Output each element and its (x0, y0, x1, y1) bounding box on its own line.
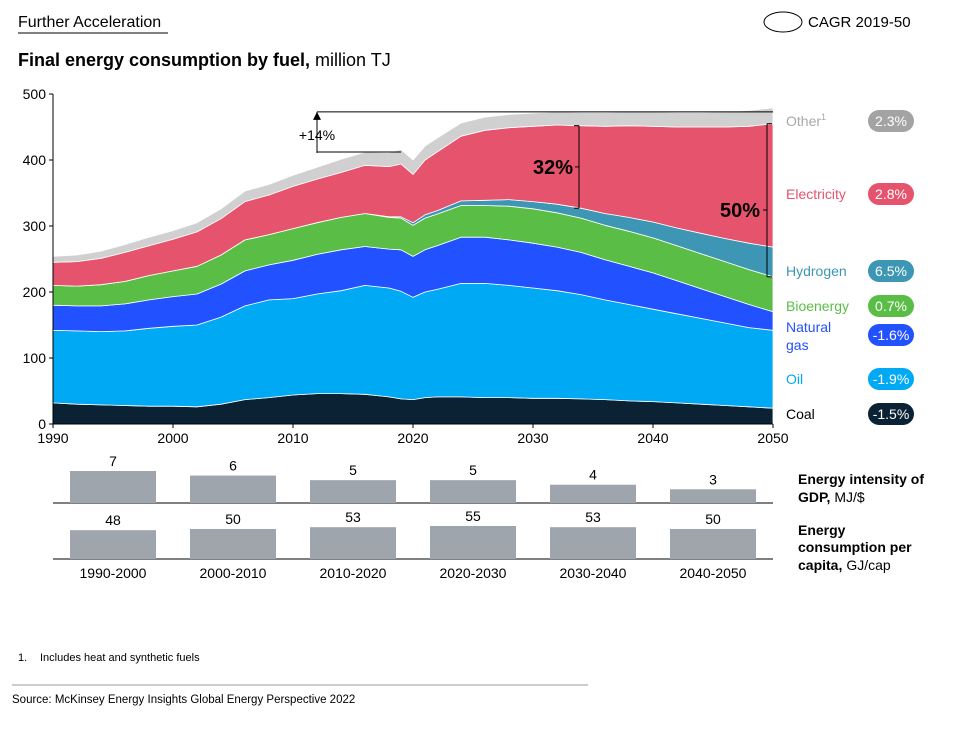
per-capita-value: 50 (225, 511, 241, 527)
cagr-legend-icon (763, 11, 803, 33)
chart-title-unit: million TJ (315, 50, 391, 70)
y-tick-label: 200 (23, 284, 47, 300)
legend-label-natural-gas-line2: gas (786, 337, 809, 353)
x-axis: 1990 2000 2010 2020 2030 2040 2050 (37, 423, 789, 446)
period-label: 1990-2000 (80, 565, 147, 581)
per-capita-label-bold: capita, (798, 557, 842, 573)
series-legend: Coal -1.5% Oil -1.9% Natural gas -1.6% Bioenerg… (786, 110, 914, 425)
intensity-value: 5 (469, 462, 477, 478)
cagr-value-bioenergy: 0.7% (875, 298, 907, 314)
legend-label-other: Other1 (786, 112, 826, 129)
per-capita-label-line2: consumption per (798, 539, 912, 555)
cagr-badge-other (868, 110, 914, 132)
cagr-value-coal: -1.5% (873, 406, 910, 422)
per-capita-bar (550, 527, 636, 559)
legend-label-bioenergy: Bioenergy (786, 298, 849, 314)
cagr-value-hydrogen: 6.5% (875, 263, 907, 279)
period-label: 2010-2020 (320, 565, 387, 581)
cagr-badge-natural-gas (868, 324, 914, 346)
cagr-value-oil: -1.9% (873, 371, 910, 387)
intensity-value: 4 (589, 467, 597, 483)
x-tick-label: 2040 (637, 430, 668, 446)
intensity-bar (70, 471, 156, 503)
x-tick-label: 1990 (37, 430, 68, 446)
per-capita-value: 53 (345, 509, 361, 525)
area-other (52, 107, 774, 263)
intensity-value: 7 (109, 453, 117, 469)
intensity-bar (430, 480, 516, 503)
growth-arrowhead (313, 111, 321, 120)
per-capita-value: 48 (105, 512, 121, 528)
per-capita-label-line3: capita, GJ/cap (798, 557, 891, 573)
per-capita-bar (190, 529, 276, 559)
cagr-legend-label: CAGR 2019-50 (808, 14, 911, 31)
y-tick-label: 400 (23, 152, 47, 168)
legend-label-hydrogen: Hydrogen (786, 263, 847, 279)
footnote-number: 1. (18, 652, 27, 664)
per-capita-bar (670, 529, 756, 559)
y-tick-label: 500 (23, 86, 47, 102)
cagr-badge-electricity (868, 183, 914, 205)
cagr-badge-oil (868, 368, 914, 390)
per-capita-bar (430, 526, 516, 559)
chart-title: Final energy consumption by fuel, million… (18, 50, 391, 70)
stacked-area-plot (52, 107, 774, 425)
intensity-bar (670, 489, 756, 503)
growth-label: +14% (299, 127, 335, 143)
cagr-badge-hydrogen (868, 260, 914, 282)
period-label: 2030-2040 (560, 565, 627, 581)
per-capita-bar (70, 530, 156, 559)
chart-title-bold: Final energy consumption by fuel, (18, 50, 310, 70)
intensity-value: 5 (349, 462, 357, 478)
per-capita-value: 53 (585, 509, 601, 525)
per-capita-bar (310, 527, 396, 559)
source-text: Source: McKinsey Energy Insights Global … (12, 694, 355, 706)
intensity-value: 6 (229, 458, 237, 474)
intensity-label-line2: GDP, MJ/$ (798, 489, 865, 505)
x-tick-label: 2020 (397, 430, 428, 446)
cagr-badge-coal (868, 403, 914, 425)
y-tick-label: 300 (23, 218, 47, 234)
share-2034-label: 32% (533, 157, 573, 179)
x-tick-label: 2030 (517, 430, 548, 446)
y-tick-label: 0 (38, 416, 46, 432)
per-capita-label-line1: Energy (798, 522, 846, 538)
intensity-bar (310, 480, 396, 503)
share-2050-label: 50% (720, 200, 760, 222)
y-tick-label: 100 (23, 350, 47, 366)
intensity-bar (550, 484, 636, 503)
intensity-label-line1: Energy intensity of (798, 471, 924, 487)
legend-label-electricity: Electricity (786, 186, 846, 202)
cagr-value-electricity: 2.8% (875, 186, 907, 202)
period-label: 2040-2050 (680, 565, 747, 581)
y-axis: 0 100 200 300 400 500 (23, 86, 54, 432)
cagr-value-natural-gas: -1.6% (873, 327, 910, 343)
legend-footnote-marker: 1 (821, 112, 826, 122)
period-label: 2020-2030 (440, 565, 507, 581)
legend-label-natural-gas-line1: Natural (786, 319, 831, 335)
x-tick-label: 2010 (277, 430, 308, 446)
scenario-tab[interactable]: Further Acceleration (18, 14, 161, 31)
footnote-text: Includes heat and synthetic fuels (40, 652, 200, 664)
chart-annotations: +14% 32% 50% (299, 111, 773, 278)
per-capita-value: 55 (465, 508, 481, 524)
cagr-badge-bioenergy (868, 295, 914, 317)
period-label: 2000-2010 (200, 565, 267, 581)
intensity-value: 3 (709, 471, 717, 487)
intensity-bar (190, 475, 276, 503)
legend-label-coal: Coal (786, 406, 815, 422)
per-capita-label-unit: GJ/cap (846, 557, 891, 573)
x-tick-label: 2050 (757, 430, 788, 446)
per-capita-value: 50 (705, 511, 721, 527)
legend-label-oil: Oil (786, 371, 803, 387)
cagr-value-other: 2.3% (875, 113, 907, 129)
x-tick-label: 2000 (157, 430, 188, 446)
